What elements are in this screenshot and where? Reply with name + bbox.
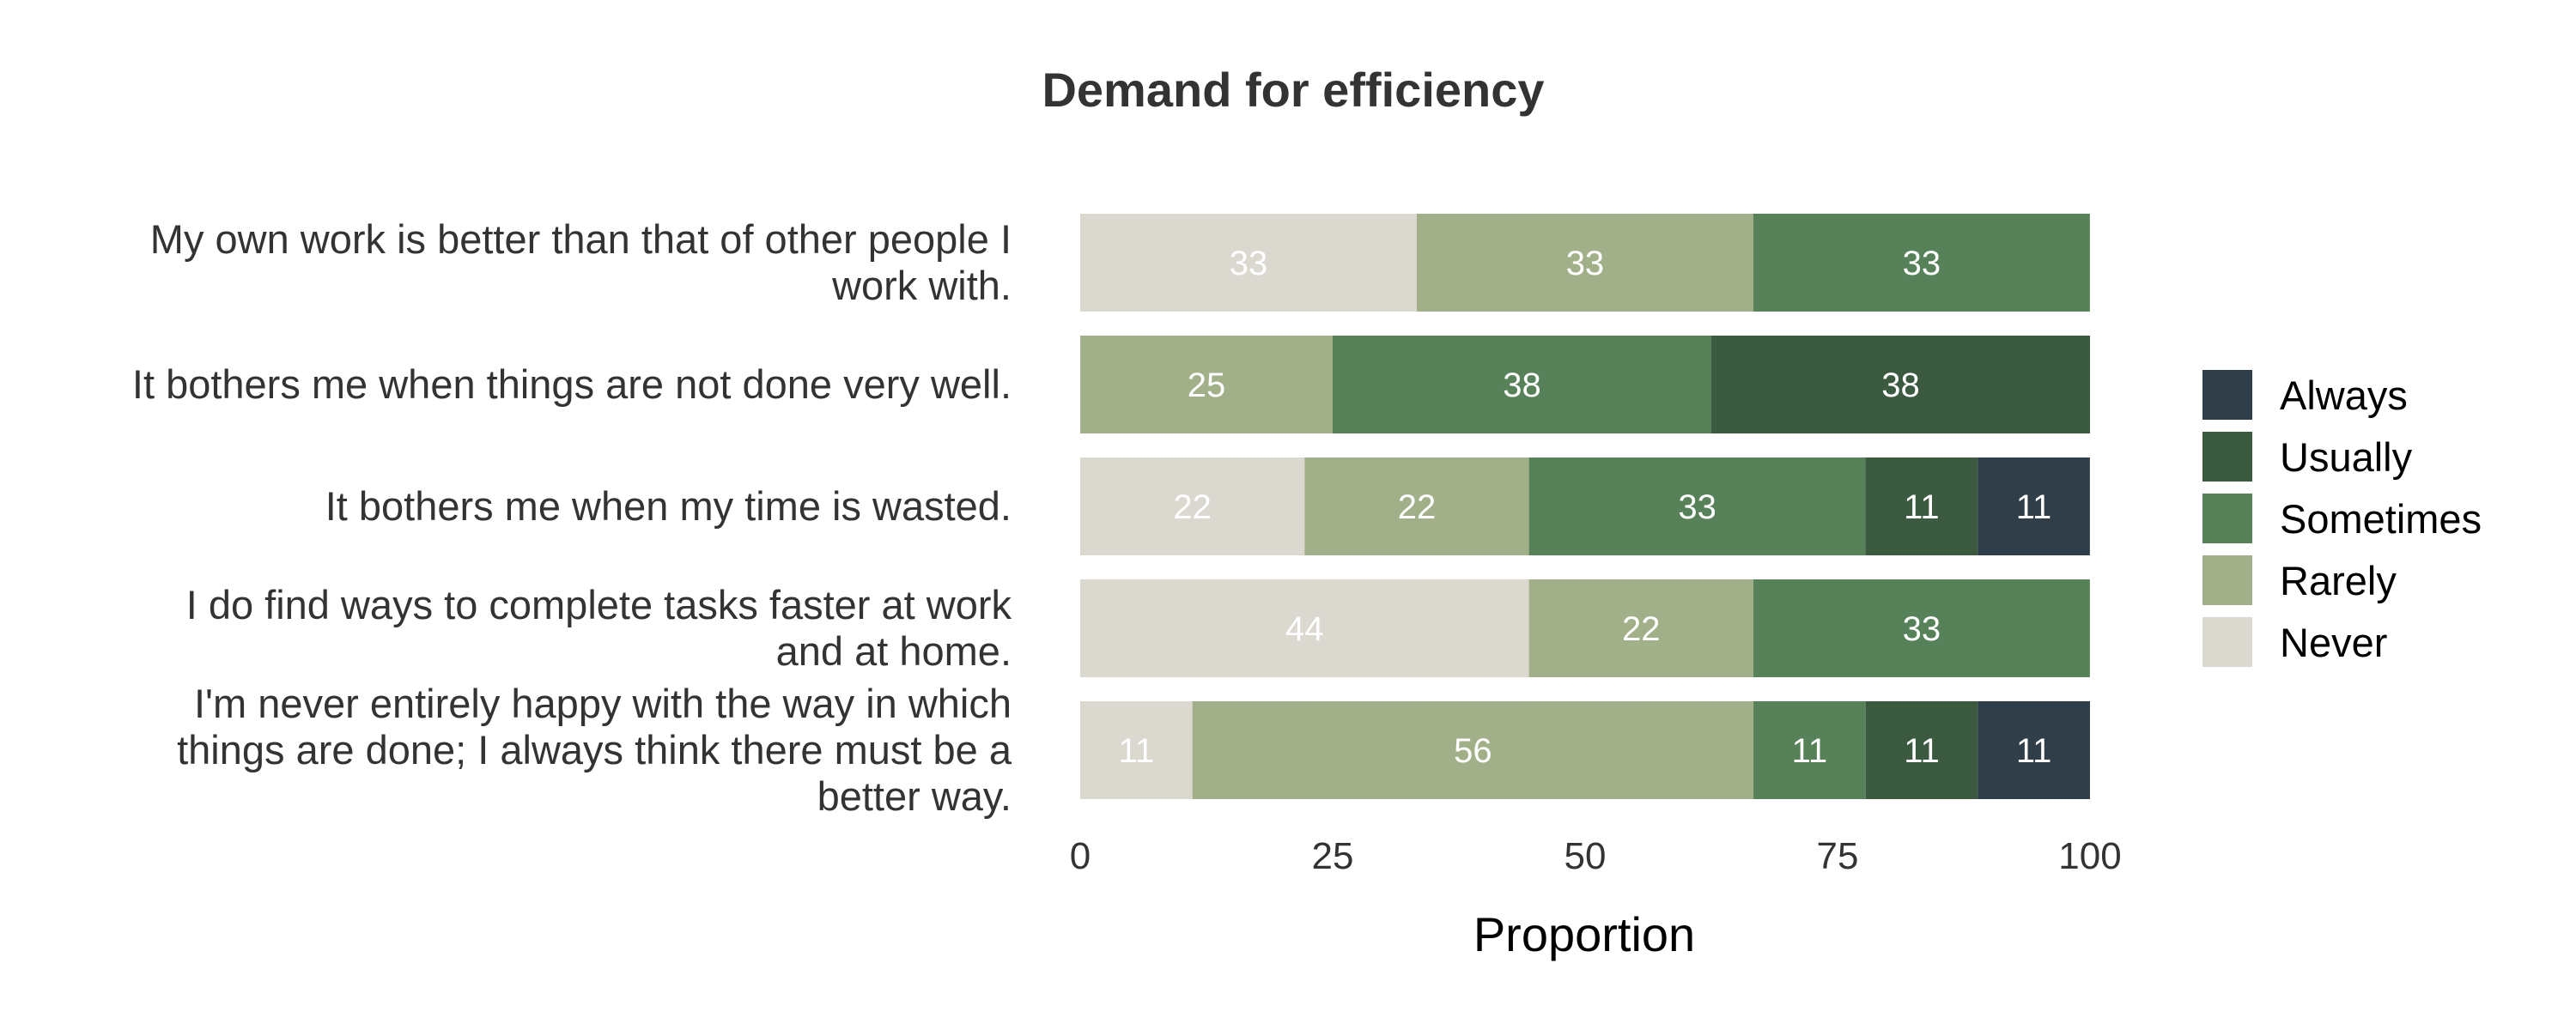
data-label-never-1: 33 <box>1230 245 1268 282</box>
bar-segment-never-4 <box>1080 579 1529 677</box>
legend-swatch-usually <box>2202 432 2252 482</box>
bar-segment-sometimes-4 <box>1753 579 2090 677</box>
legend-label-sometimes: Sometimes <box>2280 496 2482 542</box>
data-label-rarely-2: 25 <box>1188 367 1226 404</box>
bar-segment-rarely-4 <box>1528 579 1753 677</box>
data-label-usually-3: 11 <box>1904 488 1940 526</box>
bar-segment-usually-2 <box>1711 336 2090 433</box>
x-axis-ticks: 0 25 50 75 100 <box>1070 835 2122 877</box>
category-label-2: It bothers me when things are not done v… <box>132 361 1012 407</box>
legend-swatch-never <box>2202 617 2252 667</box>
x-tick-label-0: 0 <box>1070 835 1091 877</box>
bar-segment-sometimes-2 <box>1333 336 1711 433</box>
data-label-rarely-1: 33 <box>1566 245 1605 282</box>
category-labels: My own work is better than that of other… <box>132 216 1012 819</box>
data-label-rarely-5: 56 <box>1454 732 1492 770</box>
bar-segment-rarely-3 <box>1304 457 1529 555</box>
data-label-rarely-4: 22 <box>1622 610 1661 648</box>
legend: Always Usually Sometimes Rarely Never <box>2202 370 2482 667</box>
x-axis-label: Proportion <box>1473 907 1695 961</box>
bar-segment-rarely-5 <box>1192 701 1754 799</box>
x-tick-label-50: 50 <box>1564 835 1607 877</box>
category-label-5: I'm never entirely happy with the way in… <box>177 681 1012 819</box>
data-label-never-4: 44 <box>1285 610 1324 648</box>
bar-segment-never-3 <box>1080 457 1305 555</box>
bar-segment-always-5 <box>1978 701 2090 799</box>
legend-swatch-rarely <box>2202 555 2252 605</box>
bar-segment-rarely-1 <box>1416 214 1753 312</box>
data-label-sometimes-5: 11 <box>1792 732 1828 770</box>
category-label-3: It bothers me when my time is wasted. <box>325 483 1012 529</box>
data-label-always-5: 11 <box>2016 732 2052 770</box>
category-label-4: I do find ways to complete tasks faster … <box>186 582 1012 674</box>
chart-title: Demand for efficiency <box>1042 63 1544 117</box>
legend-label-never: Never <box>2280 620 2387 665</box>
data-label-never-5: 11 <box>1119 732 1155 770</box>
data-label-sometimes-3: 33 <box>1678 488 1716 526</box>
data-label-usually-2: 38 <box>1881 367 1920 404</box>
bar-segment-sometimes-3 <box>1528 457 1866 555</box>
bar-segment-never-1 <box>1080 214 1417 312</box>
bar-segment-rarely-2 <box>1080 336 1333 433</box>
x-tick-label-100: 100 <box>2058 835 2121 877</box>
data-label-usually-5: 11 <box>1904 732 1940 770</box>
data-label-sometimes-4: 33 <box>1903 610 1941 648</box>
legend-label-always: Always <box>2280 373 2408 418</box>
legend-label-rarely: Rarely <box>2280 558 2397 603</box>
legend-swatch-always <box>2202 370 2252 420</box>
data-label-rarely-3: 22 <box>1398 488 1437 526</box>
data-labels: 33 33 33 25 38 38 22 22 33 11 11 44 22 33 11 56 11 11 11 <box>1119 245 2052 770</box>
data-label-sometimes-1: 33 <box>1903 245 1941 282</box>
bar-segment-always-3 <box>1978 457 2090 555</box>
data-label-always-3: 11 <box>2016 488 2052 526</box>
legend-swatch-sometimes <box>2202 494 2252 543</box>
x-tick-label-75: 75 <box>1817 835 1859 877</box>
bar-segment-usually-5 <box>1865 701 1978 799</box>
bar-segment-sometimes-5 <box>1753 701 1866 799</box>
bars <box>1080 214 2090 799</box>
bar-segment-never-5 <box>1080 701 1193 799</box>
bar-segment-usually-3 <box>1865 457 1978 555</box>
data-label-never-3: 22 <box>1173 488 1212 526</box>
x-tick-label-25: 25 <box>1312 835 1354 877</box>
bar-segment-sometimes-1 <box>1753 214 2090 312</box>
legend-label-usually: Usually <box>2280 434 2413 480</box>
data-label-sometimes-2: 38 <box>1503 367 1541 404</box>
category-label-1: My own work is better than that of other… <box>150 216 1012 308</box>
